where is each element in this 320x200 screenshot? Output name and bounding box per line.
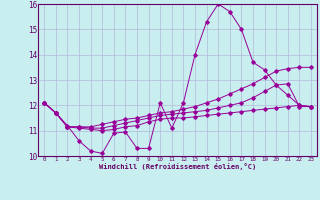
X-axis label: Windchill (Refroidissement éolien,°C): Windchill (Refroidissement éolien,°C): [99, 163, 256, 170]
